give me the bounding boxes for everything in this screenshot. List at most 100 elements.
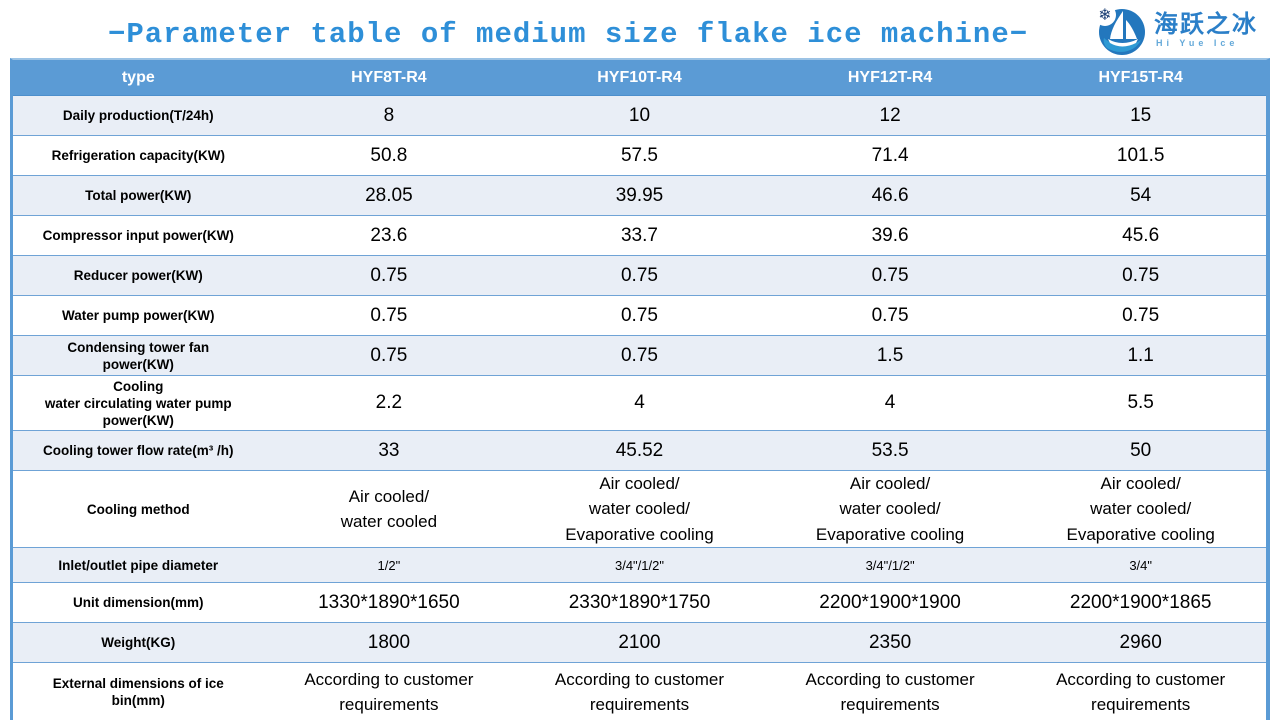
cell-value: 0.75: [620, 304, 658, 326]
table-row: Total power(KW) 28.05 39.95 46.6 54: [13, 175, 1266, 215]
company-logo: ❄ 海跃之冰 Hi Yue Ice: [1094, 4, 1258, 56]
cell-value: 53.5: [871, 439, 909, 461]
table-row: Inlet/outlet pipe diameter 1/2" 3/4"/1/2" 3…: [13, 547, 1266, 582]
cell-value: 0.75: [1122, 264, 1160, 286]
row-label: Cooling method: [86, 501, 190, 517]
cell-value: 12: [879, 104, 901, 126]
logo-text: 海跃之冰 Hi Yue Ice: [1154, 10, 1258, 49]
cell-value: 0.75: [1122, 304, 1160, 326]
cell-value: 0.75: [871, 304, 909, 326]
cell-value: 39.95: [615, 184, 664, 206]
table-row: Compressor input power(KW) 23.6 33.7 39.6 45…: [13, 215, 1266, 255]
cell-value: 0.75: [370, 344, 408, 366]
parameter-table: type HYF8T-R4 HYF10T-R4 HYF12T-R4 HYF15T…: [10, 58, 1270, 720]
cell-value: 2330*1890*1750: [568, 591, 711, 613]
cell-value: 4: [634, 392, 645, 413]
cell-value: Air cooled/ water cooled/ Evaporative co…: [815, 473, 965, 544]
cell-value: 101.5: [1116, 144, 1165, 166]
header-model-1: HYF8T-R4: [351, 68, 427, 86]
table-row: Refrigeration capacity(KW) 50.8 57.5 71.4 10…: [13, 135, 1266, 175]
cell-value: 0.75: [871, 264, 909, 286]
table-row: Cooling method Air cooled/ water cooled Ai…: [13, 470, 1266, 547]
table-row: Water pump power(KW) 0.75 0.75 0.75 0.75: [13, 295, 1266, 335]
row-label: Cooling tower flow rate(m³ /h): [43, 443, 234, 458]
cell-value: 23.6: [370, 224, 408, 246]
row-label: External dimensions of ice bin(mm): [52, 675, 224, 708]
cell-value: 2.2: [375, 392, 403, 413]
cell-value: 0.75: [620, 344, 658, 366]
cell-value: 1.1: [1127, 344, 1154, 366]
row-label: Daily production(T/24h): [62, 108, 214, 123]
cell-value: 45.6: [1122, 224, 1160, 246]
cell-value: 33: [378, 439, 400, 461]
cell-value: 8: [383, 104, 395, 126]
table-body: Daily production(T/24h) 8 10 12 15 Refrigerat…: [13, 95, 1266, 720]
cell-value: 57.5: [620, 144, 658, 166]
cell-value: 1330*1890*1650: [318, 591, 460, 613]
cell-value: 5.5: [1127, 392, 1154, 413]
table-row: Condensing tower fan power(KW) 0.75 0.75 1.…: [13, 335, 1266, 375]
row-label: Reducer power(KW): [73, 268, 203, 283]
cell-value: 45.52: [615, 439, 664, 461]
page-title: −Parameter table of medium size flake ic…: [108, 18, 1029, 51]
row-label: Condensing tower fan power(KW): [67, 339, 210, 372]
row-label: Total power(KW): [85, 188, 192, 203]
cell-value: 0.75: [620, 264, 658, 286]
cell-value: 2200*1900*1900: [819, 591, 961, 613]
cell-value: 0.75: [370, 264, 408, 286]
header-model-4: HYF15T-R4: [1098, 68, 1183, 86]
row-label: Refrigeration capacity(KW): [51, 148, 225, 163]
cell-value: 4: [884, 392, 896, 413]
cell-value: 46.6: [871, 184, 909, 206]
cell-value: 50: [1130, 439, 1152, 461]
table-row: Weight(KG) 1800 2100 2350 2960: [13, 622, 1266, 662]
row-label: Compressor input power(KW): [42, 228, 234, 243]
cell-value: 1800: [367, 631, 411, 653]
cell-value: 54: [1130, 184, 1152, 206]
header-model-3: HYF12T-R4: [847, 68, 933, 86]
cell-value: 50.8: [370, 144, 408, 166]
cell-value: 3/4": [1129, 557, 1153, 573]
cell-value: According to customer requirements: [304, 669, 474, 714]
row-label: Unit dimension(mm): [73, 595, 204, 610]
header-type: type: [121, 68, 155, 86]
cell-value: 39.6: [871, 224, 909, 246]
cell-value: According to customer requirements: [1056, 669, 1226, 714]
cell-value: According to customer requirements: [554, 669, 725, 714]
row-label: Cooling water circulating water pump pow…: [44, 378, 232, 428]
cell-value: 3/4"/1/2": [614, 557, 664, 573]
logo-cn-name: 海跃之冰: [1154, 10, 1258, 38]
table-row: Cooling tower flow rate(m³ /h) 33 45.52 53.…: [13, 430, 1266, 470]
table-header-row: type HYF8T-R4 HYF10T-R4 HYF12T-R4 HYF15T…: [13, 60, 1266, 95]
table-row: Cooling water circulating water pump pow…: [13, 375, 1266, 430]
table-row: Unit dimension(mm) 1330*1890*1650 2330*189…: [13, 582, 1266, 622]
cell-value: Air cooled/ water cooled/ Evaporative co…: [565, 473, 714, 544]
cell-value: According to customer requirements: [805, 669, 975, 714]
row-label: Water pump power(KW): [62, 308, 215, 323]
header-model-2: HYF10T-R4: [597, 68, 682, 86]
cell-value: 2100: [618, 631, 661, 653]
row-label: Inlet/outlet pipe diameter: [58, 557, 219, 573]
logo-en-name: Hi Yue Ice: [1156, 37, 1239, 48]
table-row: Daily production(T/24h) 8 10 12 15: [13, 95, 1266, 135]
cell-value: 3/4"/1/2": [865, 557, 915, 573]
cell-value: 2200*1900*1865: [1069, 591, 1212, 613]
cell-value: 0.75: [370, 304, 408, 326]
cell-value: 33.7: [620, 224, 658, 246]
cell-value: 71.4: [871, 144, 909, 166]
cell-value: 10: [628, 104, 651, 126]
table-row: External dimensions of ice bin(mm) Accord…: [13, 662, 1266, 720]
logo-mark: ❄: [1094, 4, 1146, 56]
cell-value: 2350: [868, 631, 912, 653]
cell-value: Air cooled/ water cooled: [340, 486, 438, 532]
row-label: Weight(KG): [101, 635, 176, 650]
sailboat-icon: ❄: [1094, 4, 1145, 55]
svg-text:❄: ❄: [1098, 7, 1111, 24]
cell-value: Air cooled/ water cooled/ Evaporative co…: [1066, 473, 1215, 544]
cell-value: 28.05: [365, 184, 413, 206]
cell-value: 15: [1130, 104, 1152, 126]
cell-value: 2960: [1119, 631, 1162, 653]
cell-value: 1.5: [876, 344, 904, 366]
table-row: Reducer power(KW) 0.75 0.75 0.75 0.75: [13, 255, 1266, 295]
cell-value: 1/2": [377, 557, 401, 573]
